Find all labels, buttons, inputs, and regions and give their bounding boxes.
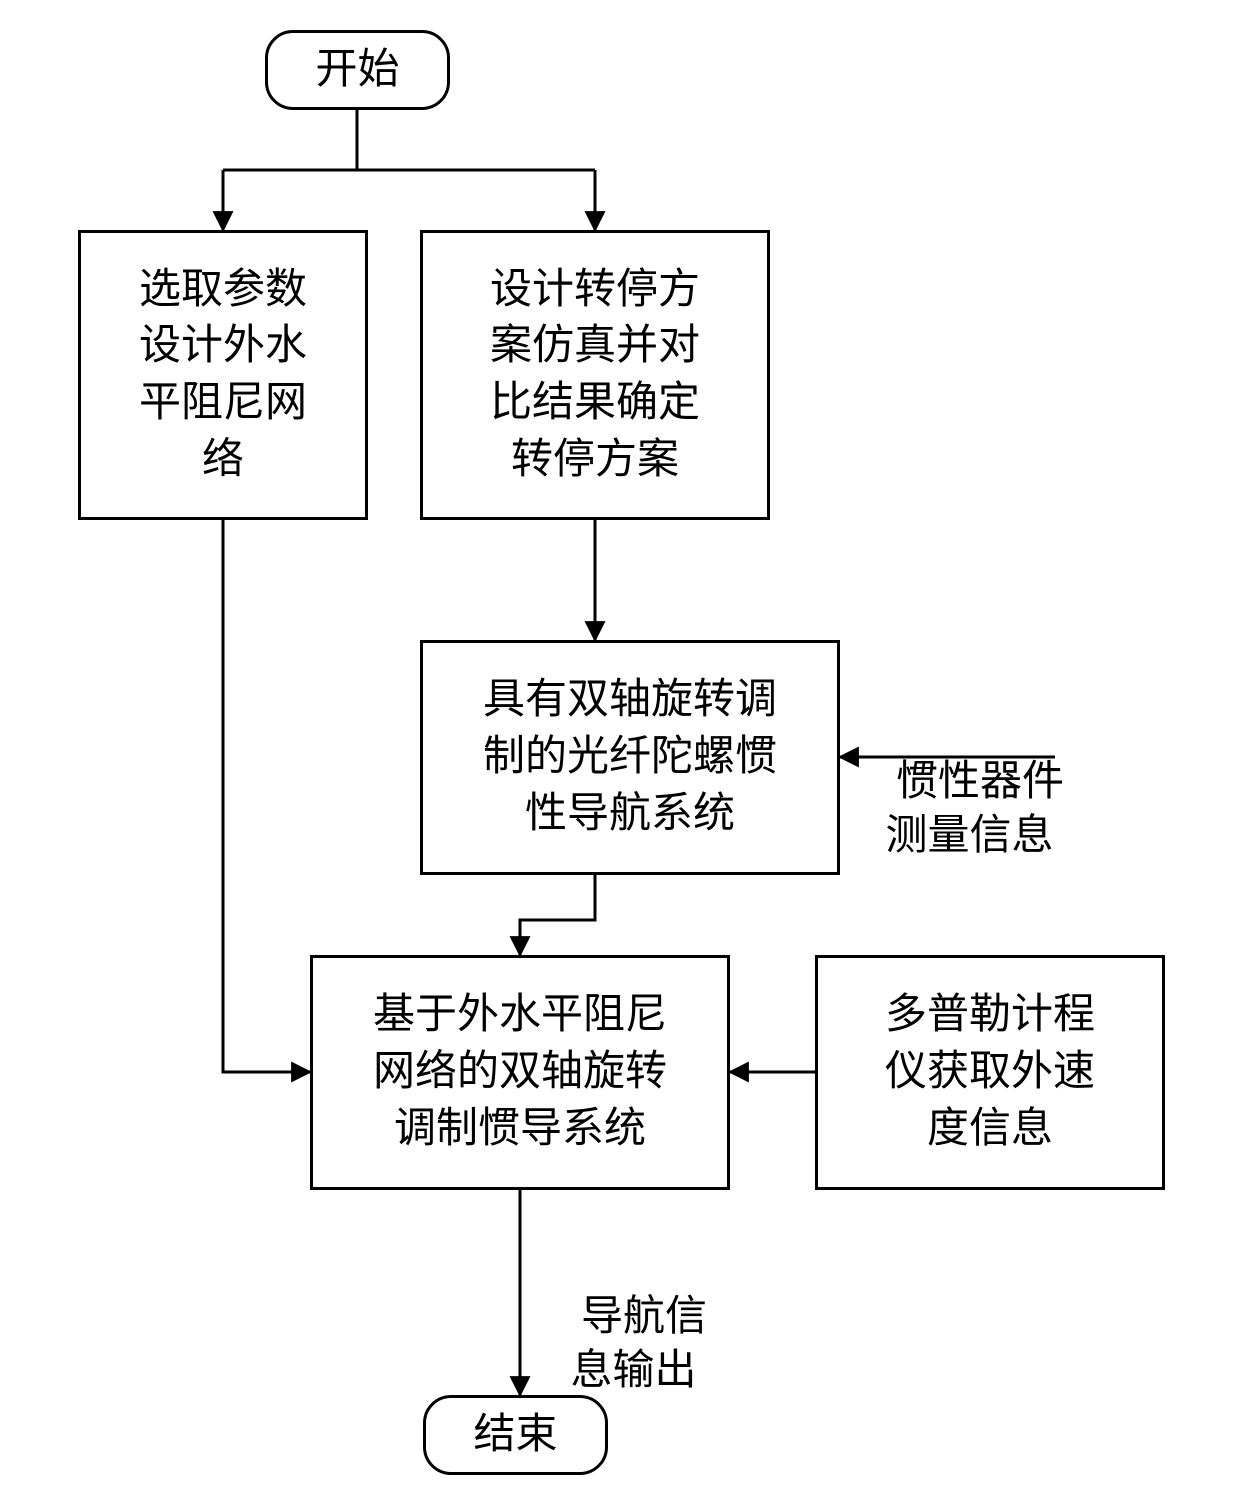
flow-right2-box: 多普勒计程 仪获取外速 度信息 bbox=[815, 955, 1165, 1190]
flow-left-box: 选取参数 设计外水 平阻尼网 络 bbox=[78, 230, 368, 520]
flow-end: 结束 bbox=[423, 1395, 608, 1475]
flow-right-box: 设计转停方 案仿真并对 比结果确定 转停方案 bbox=[420, 230, 770, 520]
left-box-label: 选取参数 设计外水 平阻尼网 络 bbox=[139, 262, 307, 489]
end-label: 结束 bbox=[473, 1407, 557, 1464]
navout-label: 导航信 息输出 bbox=[560, 1235, 707, 1399]
bottom-box-label: 基于外水平阻尼 网络的双轴旋转 调制惯导系统 bbox=[373, 987, 667, 1157]
mid-box-label: 具有双轴旋转调 制的光纤陀螺惯 性导航系统 bbox=[483, 672, 777, 842]
flow-bottom-box: 基于外水平阻尼 网络的双轴旋转 调制惯导系统 bbox=[310, 955, 730, 1190]
inertial-label: 惯性器件 测量信息 bbox=[875, 700, 1064, 864]
right2-box-label: 多普勒计程 仪获取外速 度信息 bbox=[885, 987, 1095, 1157]
right-box-label: 设计转停方 案仿真并对 比结果确定 转停方案 bbox=[490, 262, 700, 489]
flow-start: 开始 bbox=[265, 30, 450, 110]
flow-mid-box: 具有双轴旋转调 制的光纤陀螺惯 性导航系统 bbox=[420, 640, 840, 875]
start-label: 开始 bbox=[315, 42, 399, 99]
